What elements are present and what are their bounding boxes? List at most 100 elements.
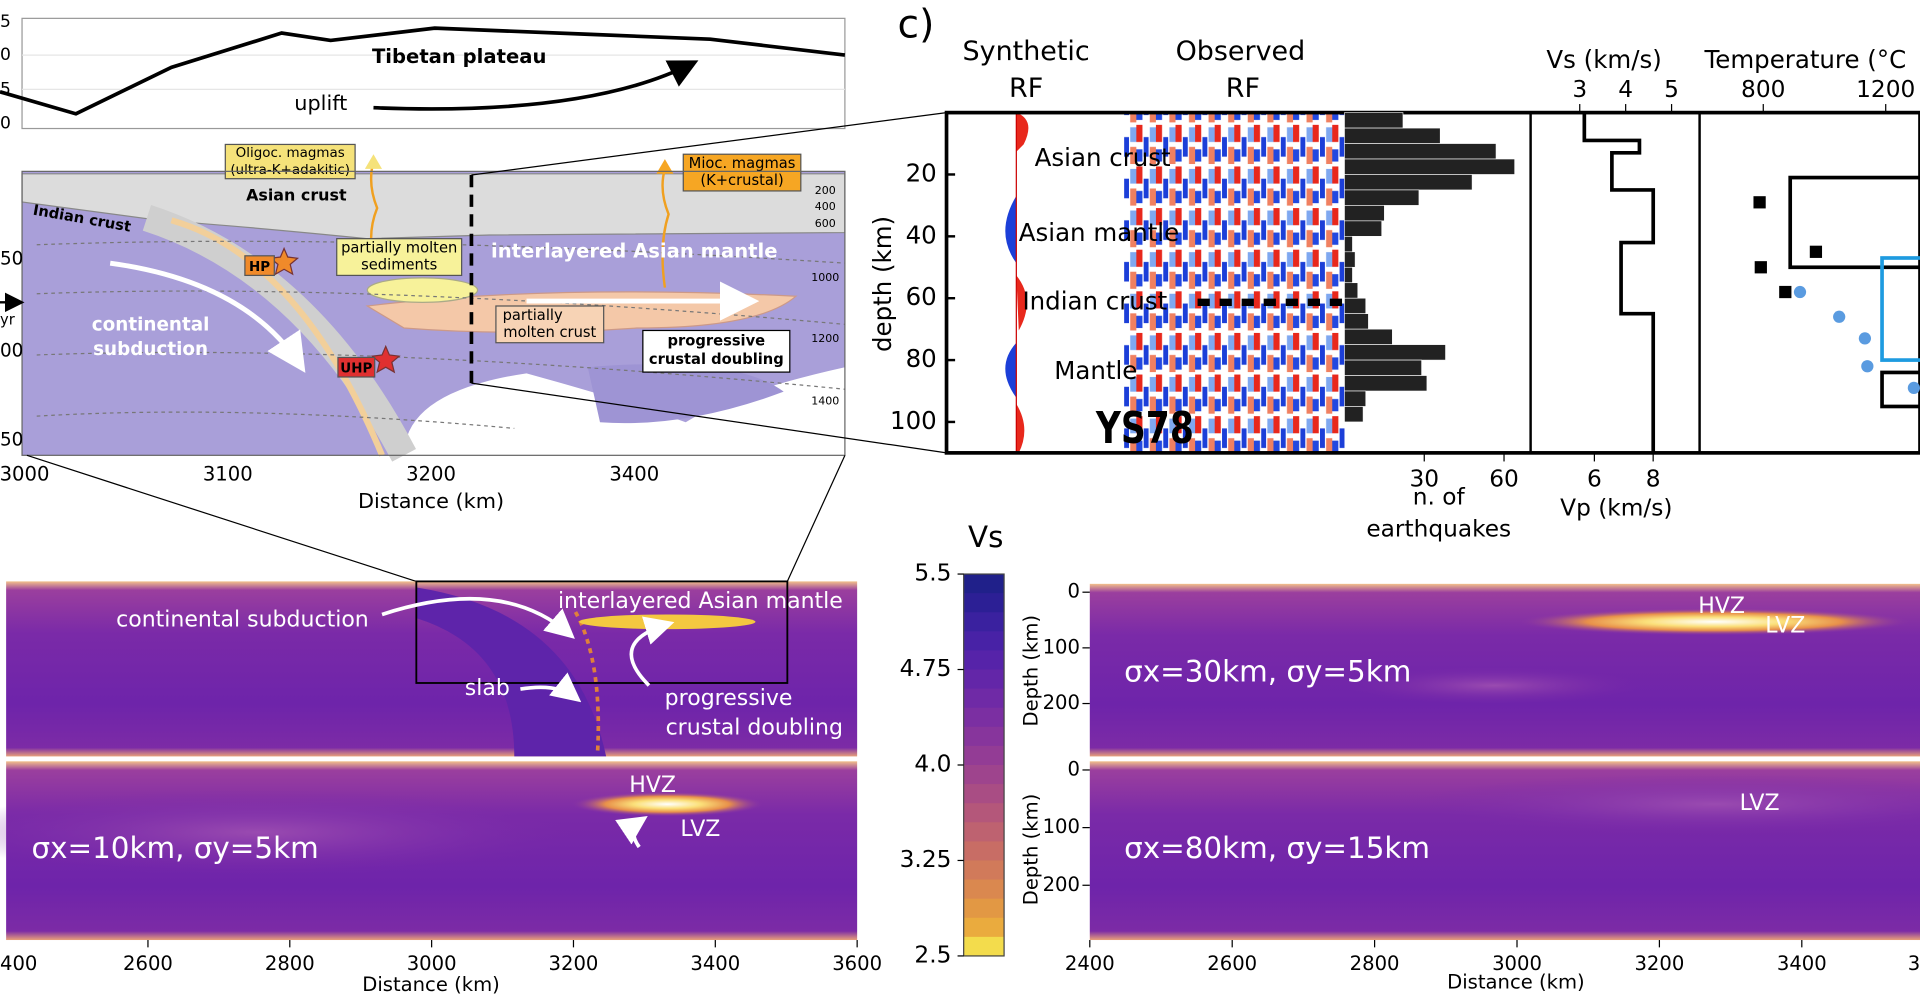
colorbar-step	[963, 650, 1005, 671]
histogram-bar	[1344, 266, 1353, 284]
panel-frame	[944, 110, 1920, 455]
pt-square	[1753, 196, 1766, 209]
label: progressive	[668, 332, 766, 349]
magma-path	[661, 168, 670, 288]
colorbar: Vs	[968, 520, 1003, 554]
x-tick-label: 3200	[549, 952, 599, 975]
cropped-label: yr	[0, 312, 16, 329]
histogram-bar	[1344, 143, 1497, 160]
subduction-arrow	[109, 260, 306, 373]
model-right: HVZ LVZ σx=30km, σy=5km LVZ σx=80km, σy=…	[1020, 583, 1920, 993]
colorbar-step	[963, 784, 1005, 804]
synthetic-rf-positive	[1016, 112, 1029, 453]
topography	[0, 26, 846, 116]
x-tick-label: 3400	[690, 952, 740, 975]
histogram-bar	[1344, 390, 1367, 407]
anomaly	[1408, 773, 1920, 835]
uplift-arrow	[373, 60, 699, 111]
x-tick-label: 2400	[1065, 952, 1115, 975]
colorbar-step	[963, 917, 1005, 938]
y-tick-label: 2.5	[914, 941, 951, 968]
mantle-anomaly	[579, 614, 756, 630]
y-tick-label: 4.75	[900, 655, 952, 682]
cropped-tick: 3	[1908, 952, 1920, 975]
y-tick-label: 200	[1043, 691, 1080, 714]
x-tick-label: 3100	[203, 462, 253, 485]
uplift-label: uplift	[294, 91, 347, 115]
label-box	[337, 356, 376, 378]
label: UHP	[340, 361, 372, 376]
histogram-bar	[1344, 158, 1515, 175]
pt-dot	[1861, 360, 1874, 373]
isotherm-label: 1400	[811, 394, 839, 407]
layer-label: Mantle	[1054, 356, 1137, 385]
pt-dot	[1793, 285, 1807, 299]
x-tick-label: 3400	[609, 462, 659, 485]
x-tick-label: 2600	[123, 952, 173, 975]
slab-anomaly	[416, 587, 607, 757]
x-tick-label: 3200	[406, 462, 456, 485]
label-box	[336, 238, 463, 277]
sediments	[366, 277, 479, 303]
y-tick-label: 100	[1043, 635, 1080, 658]
model-left: continental subduction interlayered Asia…	[0, 580, 858, 996]
layer-label: Asian crust	[1035, 143, 1171, 172]
colorbar-step	[963, 745, 1005, 766]
label-box	[642, 329, 791, 373]
y-tick-label: 200	[1043, 873, 1080, 896]
label: sediments	[361, 257, 437, 274]
label: σx=80km, σy=15km	[1124, 831, 1430, 865]
x-tick-label: 3200	[1634, 952, 1684, 975]
label: interlayered Asian mantle	[491, 240, 778, 263]
station-label: YS78	[1095, 403, 1194, 454]
isotherm-label: 600	[815, 217, 836, 230]
y-tick-label: 0	[1068, 757, 1080, 780]
x-tick-label: 800	[1741, 76, 1785, 103]
axis-title: Vp (km/s)	[1560, 495, 1672, 522]
connector	[26, 112, 947, 582]
column-title: Synthetic	[963, 36, 1090, 67]
colorbar-step	[963, 612, 1005, 632]
colorbar-step	[963, 822, 1005, 842]
x-axis-title: Distance (km)	[362, 973, 500, 996]
cropped-tick: 5	[0, 79, 11, 99]
arrow	[381, 596, 575, 639]
y-tick-label: 100	[890, 406, 937, 435]
x-tick-label: 30	[1409, 465, 1439, 492]
colorbar-step	[963, 764, 1005, 785]
rf-panel: c) Synthetic RF Observed RF Vs (km/s) Te…	[868, 2, 1920, 542]
observed-rf	[1124, 112, 1345, 453]
pt-dot	[1907, 381, 1920, 395]
colorbar-step	[963, 669, 1005, 690]
label: crustal doubling	[649, 351, 784, 368]
x-tick-label: 2600	[1207, 952, 1257, 975]
isotherm-label: 1200	[811, 332, 839, 345]
cross-section: Oligoc. magmas (ultra-K+adakitic) Asian …	[0, 112, 947, 582]
histogram-bar	[1344, 406, 1364, 423]
colorbar-step	[963, 593, 1005, 613]
y-tick-label: 40	[906, 220, 937, 249]
panel-label: c)	[898, 2, 935, 47]
histogram-bar	[1344, 313, 1369, 330]
histogram-bar	[1344, 205, 1385, 222]
colorbar-step	[963, 803, 1005, 823]
pt-square	[1779, 285, 1792, 299]
x-tick-label: 1200	[1856, 76, 1915, 103]
panel-frame	[21, 170, 846, 456]
magma-arrow	[656, 159, 674, 174]
divider	[1529, 112, 1701, 453]
pt-box	[1880, 256, 1920, 362]
y-tick-label: 4.0	[914, 750, 951, 777]
label: continental	[92, 315, 210, 336]
label-box	[495, 305, 605, 344]
label: progressive	[665, 686, 793, 711]
pt-dot	[1833, 310, 1846, 323]
colorbar-step	[963, 860, 1005, 881]
elevation-panel: Tibetan plateau uplift 5 0 5 0	[0, 12, 846, 134]
x-tick-label: 3	[1572, 76, 1587, 103]
label-box	[682, 153, 802, 192]
colorbar-step	[963, 879, 1005, 900]
histogram-bar	[1344, 220, 1383, 237]
